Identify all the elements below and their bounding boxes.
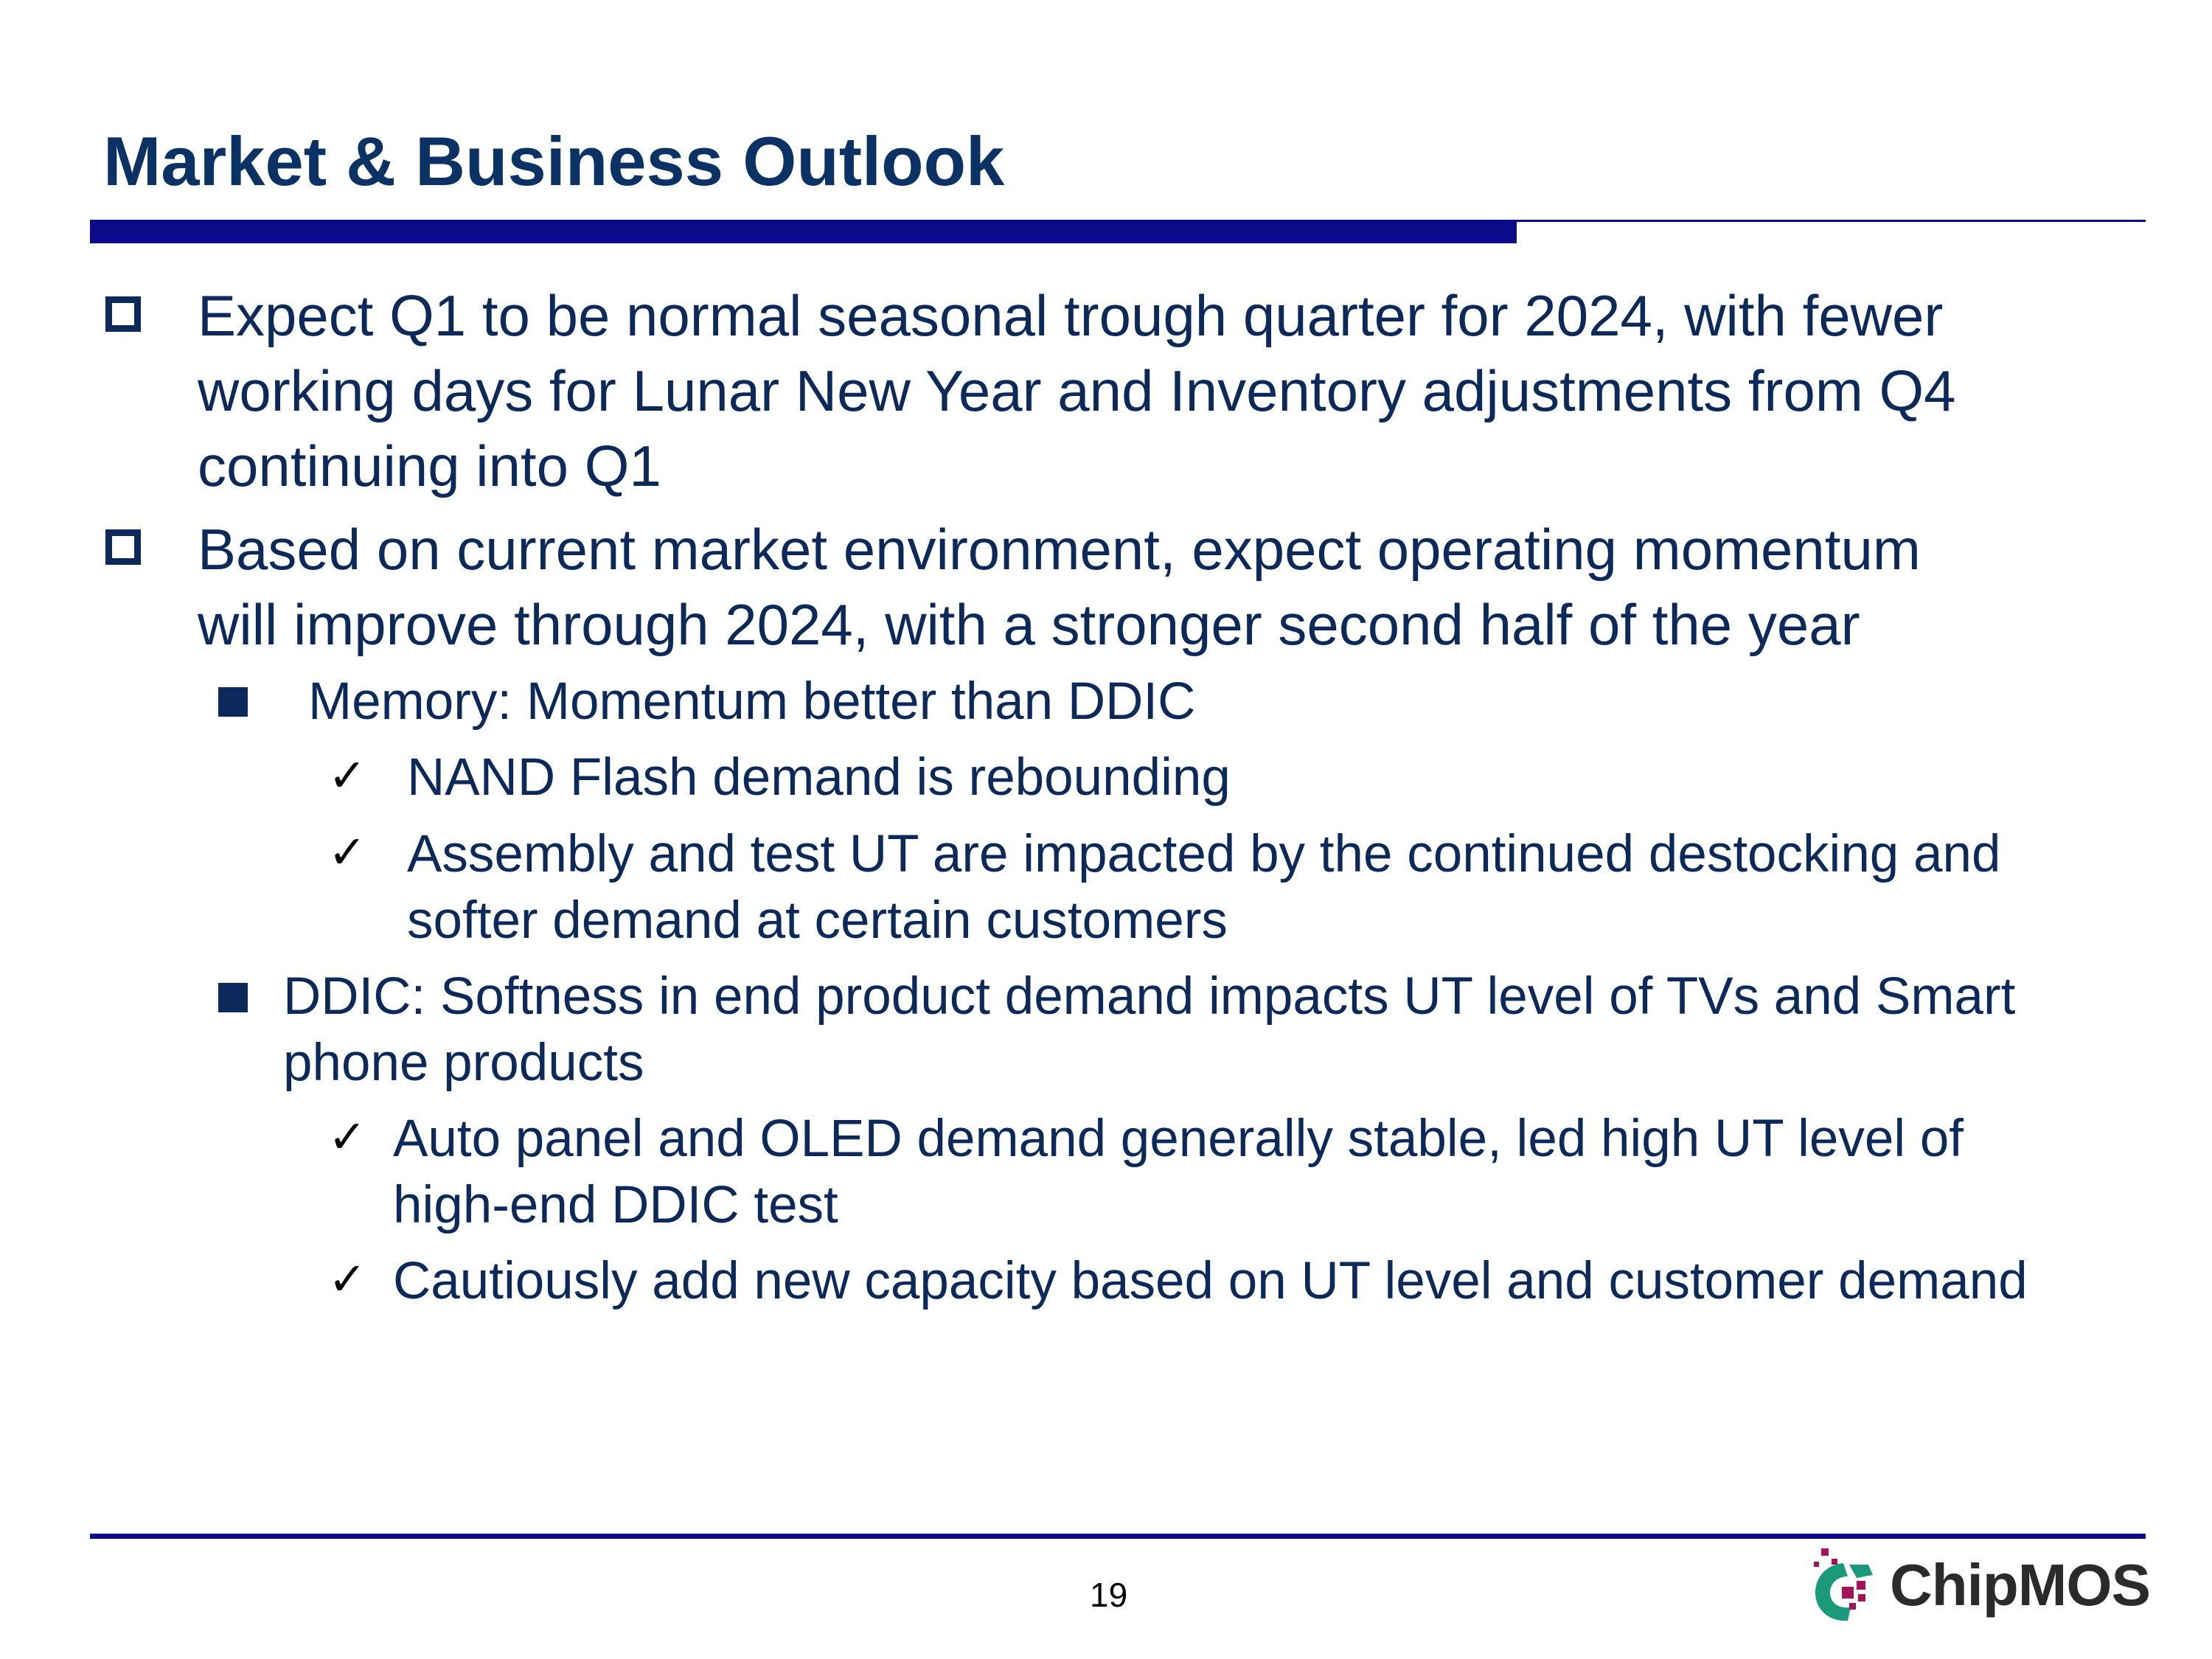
checkmark-icon: ✓ bbox=[328, 1112, 366, 1163]
chipmos-logo: ChipMOS bbox=[1805, 1543, 2152, 1631]
logo-wordmark: ChipMOS bbox=[1890, 1552, 2151, 1618]
checkmark-icon: ✓ bbox=[328, 1254, 366, 1305]
filled-square-bullet-icon bbox=[218, 983, 248, 1012]
memory-bullet: Memory: Momentum better than DDIC bbox=[308, 672, 1196, 731]
ddic-bullet-line-1: DDIC: Softness in end product demand imp… bbox=[283, 967, 2016, 1026]
memory-check-2-line-1: Assembly and test UT are impacted by the… bbox=[407, 825, 2001, 883]
ddic-check-2: Cautiously add new capacity based on UT … bbox=[393, 1252, 2028, 1310]
footer-rule bbox=[90, 1534, 2146, 1539]
checkmark-icon: ✓ bbox=[328, 751, 366, 801]
hollow-square-bullet-icon bbox=[105, 296, 141, 332]
ddic-bullet-line-2: phone products bbox=[283, 1034, 644, 1092]
page-number: 19 bbox=[1090, 1576, 1128, 1614]
bullet-2-line-2: will improve through 2024, with a strong… bbox=[198, 592, 1860, 657]
bullet-1-line-3: continuing into Q1 bbox=[198, 434, 661, 498]
bullet-1-line-1: Expect Q1 to be normal seasonal trough q… bbox=[198, 283, 1944, 348]
memory-check-1: NAND Flash demand is rebounding bbox=[407, 748, 1231, 807]
ddic-check-1-line-1: Auto panel and OLED demand generally sta… bbox=[393, 1110, 1964, 1168]
page-title: Market & Business Outlook bbox=[103, 122, 1005, 200]
bullet-2-line-1: Based on current market environment, exp… bbox=[198, 517, 1921, 582]
memory-check-2-line-2: softer demand at certain customers bbox=[407, 891, 1228, 950]
chipmos-logo-mark-icon bbox=[1814, 1548, 1873, 1621]
filled-square-bullet-icon bbox=[218, 687, 248, 717]
hollow-square-bullet-icon bbox=[105, 529, 141, 565]
title-underline-thick bbox=[90, 220, 1517, 243]
bullet-1-line-2: working days for Lunar New Year and Inve… bbox=[198, 358, 1956, 423]
ddic-check-1-line-2: high-end DDIC test bbox=[393, 1176, 838, 1234]
checkmark-icon: ✓ bbox=[328, 827, 366, 878]
title-underline-thin bbox=[1517, 220, 2146, 222]
